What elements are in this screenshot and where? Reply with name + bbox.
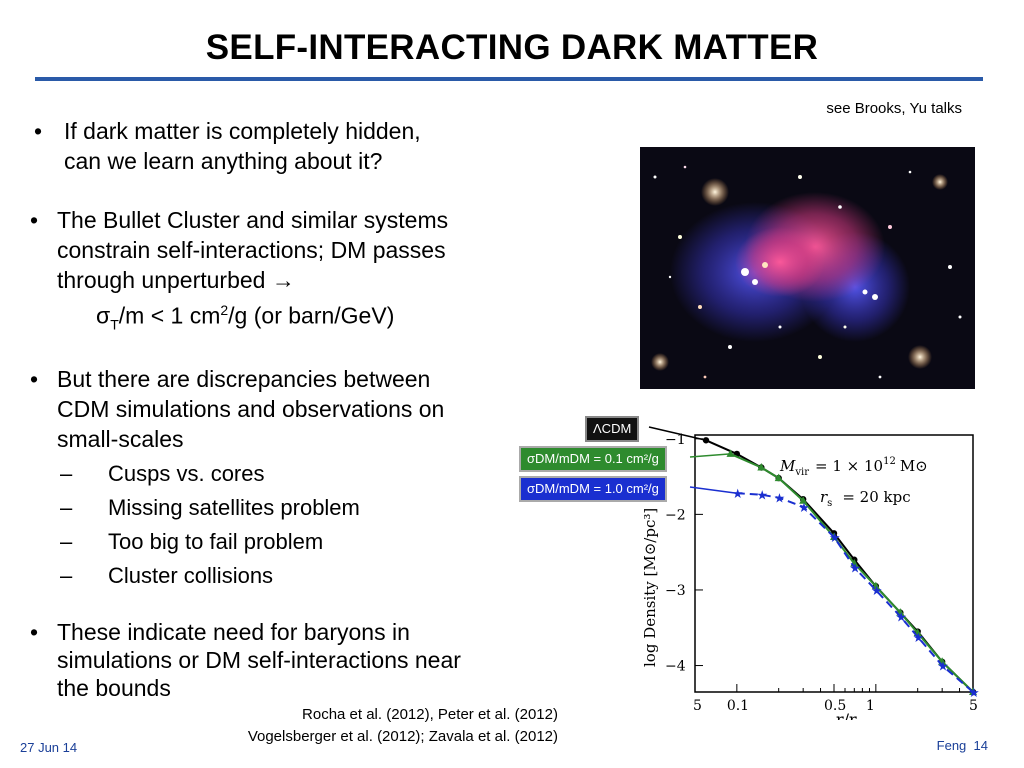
data-point-lcdm [702,437,710,444]
x-tick-label-partial: 5 [693,698,702,714]
formula-tail: /g (or barn/GeV) [228,302,395,329]
sub-bullet-text: Too big to fail problem [108,529,324,554]
bullet-2-line-2: constrain self-interactions; DM passes [57,237,446,263]
bullet-1-line-2: can we learn anything about it? [64,148,383,174]
bullet-4-line-1: These indicate need for baryons in [57,619,410,645]
footer-date: 27 Jun 14 [20,740,78,755]
bullet-cluster-graphic [640,147,975,389]
data-point-sigma-1.0: ★ [937,660,949,675]
references: Rocha et al. (2012), Peter et al. (2012)… [160,704,558,748]
data-point-sigma-1.0: ★ [732,487,744,502]
sub-bullet-text: Cluster collisions [108,563,274,588]
footer-author-page: Feng 14 [900,738,988,753]
bullet-3: • But there are discrepancies between CD… [30,364,560,456]
plot-frame [694,434,974,693]
sub-marker: – [60,495,73,520]
sub-marker: – [60,461,73,486]
formula-subscript: T [110,316,119,333]
y-axis-label: log Density [M⊙/pc³] [641,508,659,667]
legend-sigma-0.1: σDM/mDM = 0.1 cm²/g [519,446,667,472]
rs-annotation: rs = 20 kpc [820,488,911,509]
formula-body: /m < 1 cm [118,302,221,329]
leader-sigma-0.1 [689,453,731,458]
data-point-sigma-0.1 [757,463,766,471]
sigma-symbol: σ [96,302,111,329]
bullet-1: • If dark matter is completely hidden, c… [34,116,554,178]
bullet-4-line-3: the bounds [57,675,171,701]
sub-bullet-text: Cusps vs. cores [108,461,265,486]
series-line-sigma-1.0 [736,492,974,693]
data-point-sigma-1.0: ★ [968,686,980,701]
bullet-marker: • [34,118,43,144]
data-point-sigma-1.0: ★ [798,501,810,516]
bullet-2-line-1: The Bullet Cluster and similar systems [57,207,449,233]
data-point-sigma-0.1 [726,449,735,457]
data-point-sigma-1.0: ★ [849,561,861,576]
bullet-1-line-1: If dark matter is completely hidden, [64,118,421,144]
sub-bullet-text: Missing satellites problem [108,495,360,520]
footer-author: Feng [936,738,967,753]
bullet-4: • These indicate need for baryons in sim… [30,618,530,708]
references-line-2: Vogelsberger et al. (2012); Zavala et al… [247,728,558,745]
x-axis-label: r/rs [836,710,863,720]
data-point-sigma-0.1 [774,473,783,482]
x-tick-label: 0.5 [824,698,846,714]
y-tick-label: −4 [665,659,686,675]
mvir-annotation: Mvir = 1 × 1012 M⊙ [779,456,928,478]
leader-lcdm [648,426,707,442]
data-point-sigma-1.0: ★ [895,610,907,625]
bullet-2-line-3: through unperturbed → [57,267,295,293]
slide-title: SELF-INTERACTING DARK MATTER [205,28,819,67]
bullet-3-line-3: small-scales [57,426,184,452]
x-tick-label: 0.1 [727,698,749,714]
sub-marker: – [60,529,73,554]
bullet-marker: • [30,619,39,645]
data-point-sigma-1.0: ★ [756,489,768,504]
bullet-3-line-2: CDM simulations and observations on [57,396,445,422]
data-point-sigma-1.0: ★ [774,492,786,507]
leader-sigma-1.0 [689,486,737,494]
y-tick-label: −3 [665,583,686,599]
data-point-sigma-0.1 [799,496,808,504]
bullet-2: • The Bullet Cluster and similar systems… [30,205,560,297]
cross-section-formula: σT/m < 1 cm2/g (or barn/GeV) [96,302,394,332]
bullet-3-line-1: But there are discrepancies between [57,366,431,392]
x-tick-label: 1 [866,698,875,714]
data-point-sigma-1.0: ★ [913,631,925,646]
y-tick-label: −1 [665,432,686,448]
bullet-cluster-image [640,147,975,389]
data-point-sigma-1.0: ★ [871,584,883,599]
bullet-marker: • [30,207,39,233]
legend-lcdm: ΛCDM [585,416,640,442]
bullet-marker: • [30,366,39,392]
references-line-1: Rocha et al. (2012), Peter et al. (2012) [302,706,558,723]
data-point-sigma-1.0: ★ [829,531,841,546]
legend-sigma-1.0: σDM/mDM = 1.0 cm²/g [519,476,667,502]
density-profile-chart: −1 −2 −3 −4 0.1 0.5 1 5 5 ★ ★ ★ ★ ★ ★ ★ ★ ★ ★ ★ log Densit… [515,410,985,732]
formula-superscript: 2 [220,302,229,318]
page-number: 14 [973,738,988,753]
sub-marker: – [60,563,73,588]
title-divider [35,77,983,81]
see-also-note: see Brooks, Yu talks [826,100,962,117]
y-tick-label: −2 [665,507,686,523]
x-tick-label: 5 [969,698,978,714]
bullet-4-line-2: simulations or DM self-interactions near [57,647,461,673]
